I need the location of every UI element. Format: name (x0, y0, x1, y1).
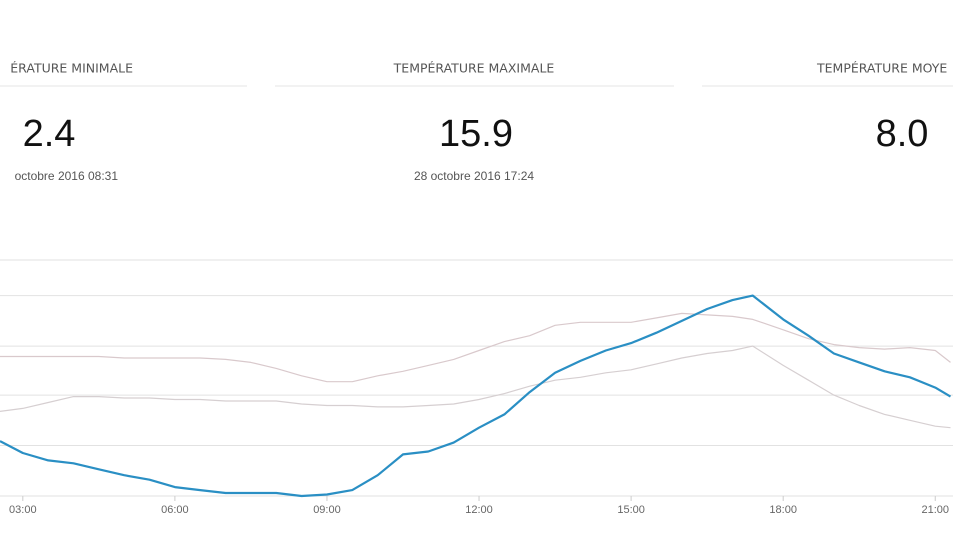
card-value: 2.4 (23, 113, 76, 155)
chart: 03:00 06:00 09:00 12:00 15:00 18:00 21:00 (0, 259, 953, 516)
x-tick-label: 21:00 (921, 504, 949, 516)
x-tick-label: 06:00 (161, 504, 189, 516)
line (0, 345, 951, 429)
card-date: octobre 2016 08:31 (15, 169, 119, 183)
x-tick-label: 15:00 (617, 504, 645, 516)
card-header: ÉRATURE MINIMALE (10, 61, 133, 76)
line (0, 294, 952, 498)
x-tick-label: 09:00 (313, 504, 341, 516)
card-header: TEMPÉRATURE MOYE (816, 61, 947, 76)
card-value: 8.0 (876, 113, 929, 155)
x-tick-label: 12:00 (465, 504, 493, 516)
x-tick-label: 03:00 (9, 504, 37, 516)
card-header: TEMPÉRATURE MAXIMALE (393, 61, 555, 76)
card-date: 28 octobre 2016 17:24 (414, 169, 534, 183)
line (0, 312, 951, 383)
x-tick-label: 18:00 (769, 504, 797, 516)
card-value: 15.9 (439, 113, 513, 155)
